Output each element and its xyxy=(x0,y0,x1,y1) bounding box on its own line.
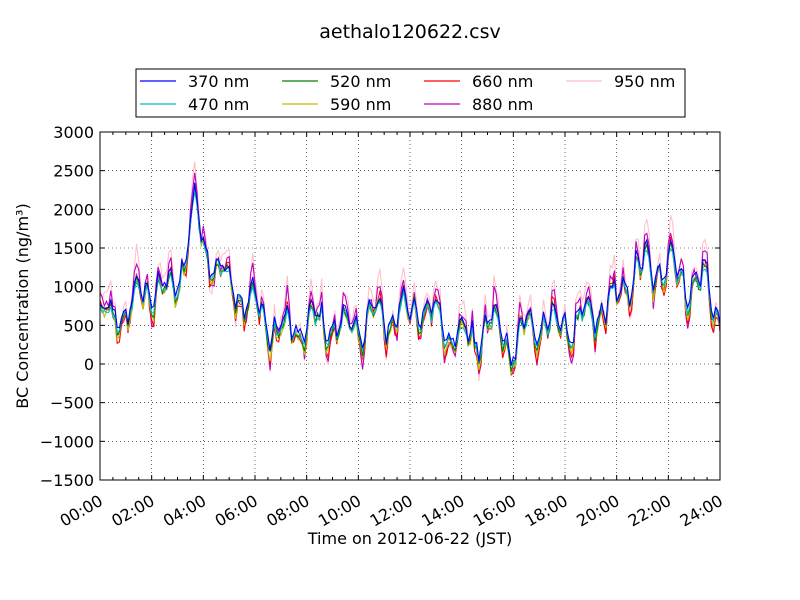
chart-title: aethalo120622.csv xyxy=(319,21,501,43)
series-line xyxy=(100,186,720,372)
series-line xyxy=(100,192,720,367)
x-tick-label: 24:00 xyxy=(677,491,726,531)
x-tick-label: 00:00 xyxy=(57,491,106,531)
legend-label: 660 nm xyxy=(472,72,533,91)
y-tick-label: −1500 xyxy=(40,471,94,490)
y-tick-label: 1500 xyxy=(53,239,94,258)
y-tick-label: −500 xyxy=(50,394,94,413)
y-axis-label: BC Concentration (ng/m³) xyxy=(13,203,32,408)
y-tick-label: 3000 xyxy=(53,123,94,142)
legend-label: 370 nm xyxy=(188,72,249,91)
x-tick-label: 04:00 xyxy=(160,491,209,531)
x-tick-label: 22:00 xyxy=(625,491,674,531)
series-line xyxy=(100,182,720,366)
legend-label: 520 nm xyxy=(330,72,391,91)
y-tick-label: 2500 xyxy=(53,162,94,181)
plot-series xyxy=(100,161,720,382)
x-tick-label: 08:00 xyxy=(263,491,312,531)
legend-label: 950 nm xyxy=(614,72,675,91)
y-tick-label: 500 xyxy=(63,316,94,335)
x-tick-label: 18:00 xyxy=(522,491,571,531)
x-tick-label: 20:00 xyxy=(573,491,622,531)
legend-label: 470 nm xyxy=(188,95,249,114)
x-tick-label: 06:00 xyxy=(212,491,261,531)
legend-box xyxy=(135,68,686,118)
x-axis-label: Time on 2012-06-22 (JST) xyxy=(307,529,512,548)
legend: 370 nm 470 nm 520 nm 590 nm 660 nm 880 nm 950 … xyxy=(135,68,686,118)
y-tick-label: 2000 xyxy=(53,200,94,219)
legend-label: 880 nm xyxy=(472,95,533,114)
x-tick-label: 02:00 xyxy=(108,491,157,531)
x-tick-label: 16:00 xyxy=(470,491,519,531)
x-tick-label: 14:00 xyxy=(418,491,467,531)
x-tick-label: 10:00 xyxy=(315,491,364,531)
y-tick-label: 1000 xyxy=(53,278,94,297)
y-tick-label: 0 xyxy=(84,355,94,374)
y-tick-label: −1000 xyxy=(40,432,94,451)
series-line xyxy=(100,185,720,375)
x-tick-label: 12:00 xyxy=(367,491,416,531)
legend-label: 590 nm xyxy=(330,95,391,114)
